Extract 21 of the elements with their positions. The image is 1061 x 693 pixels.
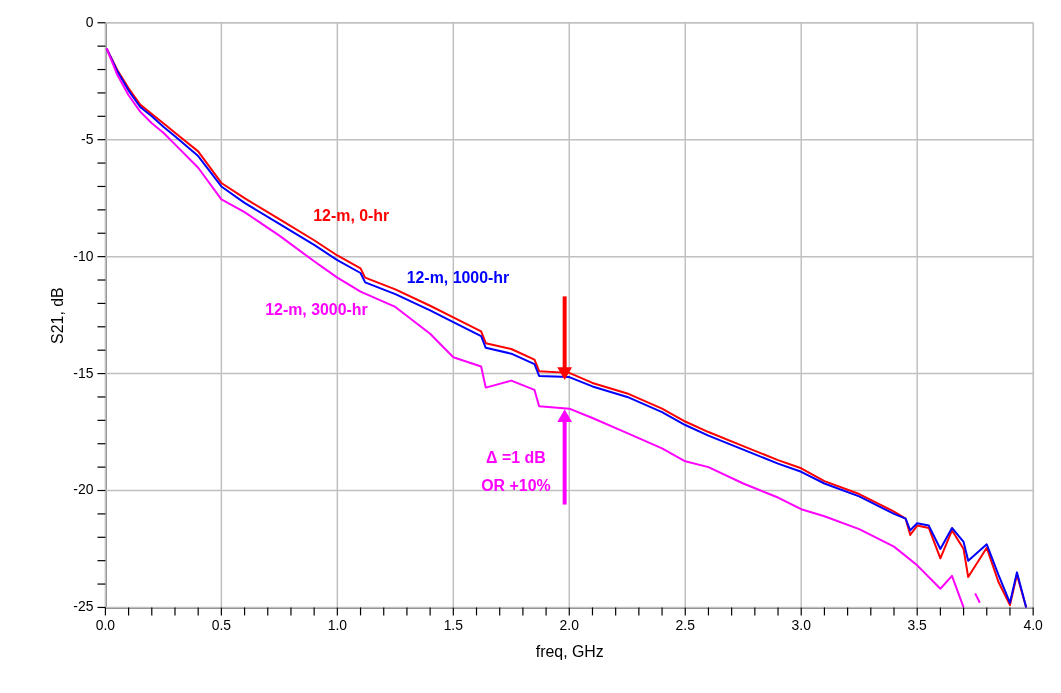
series-label: 12-m, 1000-hr (406, 268, 510, 286)
y-tick-label: -20 (73, 481, 94, 498)
x-tick-label: 2.5 (675, 617, 696, 634)
x-tick-label: 2.0 (559, 617, 580, 634)
y-tick-label: -25 (73, 598, 94, 615)
y-tick-label: 0 (85, 13, 94, 30)
y-axis-title: S21, dB (49, 287, 67, 344)
x-tick-label: 0.0 (95, 617, 116, 634)
series-label: 12-m, 0-hr (313, 206, 390, 224)
annotation: Δ =1 dB OR +10% (481, 448, 551, 494)
y-tick-label: -5 (81, 130, 94, 147)
x-tick-label: 0.5 (211, 617, 232, 634)
x-tick-label: 3.0 (791, 617, 812, 634)
x-axis-title: freq, GHz (535, 642, 604, 660)
y-tick-label: -10 (73, 247, 94, 264)
x-tick-label: 3.5 (907, 617, 928, 634)
x-tick-label: 4.0 (1023, 617, 1044, 634)
y-tick-label: -15 (73, 364, 94, 381)
x-tick-label: 1.0 (327, 617, 348, 634)
series-label: 12-m, 3000-hr (265, 301, 368, 319)
x-tick-label: 1.5 (443, 617, 464, 634)
